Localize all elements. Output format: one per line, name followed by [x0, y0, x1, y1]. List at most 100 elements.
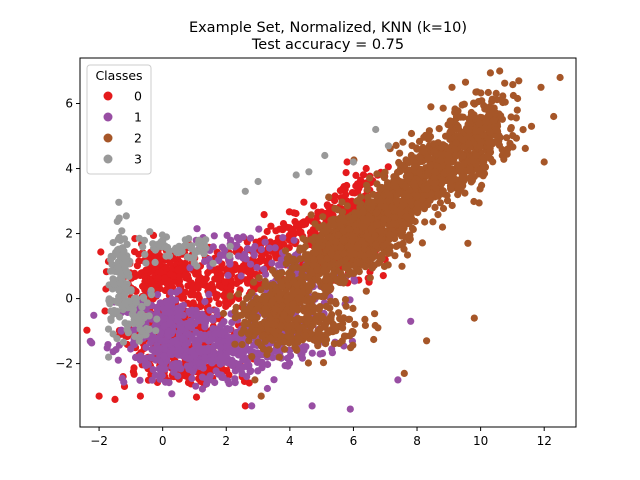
point-class-2: [275, 269, 283, 277]
point-class-3: [142, 259, 150, 267]
point-class-2: [392, 141, 400, 149]
point-class-0: [285, 208, 293, 216]
point-class-2: [413, 192, 421, 200]
point-class-3: [104, 325, 113, 333]
point-class-3: [139, 243, 147, 251]
point-class-2: [381, 168, 389, 176]
point-class-1: [261, 238, 269, 246]
point-class-2: [347, 344, 355, 352]
point-class-2: [380, 215, 388, 223]
point-class-2: [246, 303, 254, 311]
point-class-2: [416, 154, 424, 162]
point-class-0: [142, 266, 150, 274]
point-class-2: [339, 319, 347, 328]
point-class-1: [254, 367, 262, 375]
point-class-2: [499, 98, 507, 106]
point-class-2: [338, 337, 346, 345]
point-class-0: [215, 300, 223, 308]
point-class-2: [490, 116, 498, 124]
point-class-3: [140, 236, 149, 244]
point-class-2: [348, 232, 356, 240]
point-class-2: [285, 273, 293, 281]
point-class-1: [144, 360, 152, 369]
point-class-1: [263, 384, 271, 393]
point-class-2: [361, 321, 369, 329]
point-class-2: [489, 158, 497, 166]
point-class-1: [169, 338, 177, 346]
point-class-0: [310, 202, 318, 210]
point-class-1: [253, 349, 262, 357]
point-class-1: [114, 356, 122, 364]
point-class-3: [131, 332, 139, 341]
point-class-2: [407, 198, 415, 206]
point-class-2: [430, 174, 438, 182]
point-class-3: [372, 125, 380, 134]
point-class-0: [313, 213, 321, 221]
point-class-2: [395, 188, 403, 196]
x-tick-label: 2: [222, 434, 230, 448]
point-class-1: [253, 263, 261, 272]
point-class-2: [459, 113, 467, 121]
point-class-3: [163, 243, 172, 251]
x-axis: −2 0 2 4 6 8 10 12: [90, 427, 552, 448]
point-class-3: [116, 313, 124, 321]
point-class-2: [485, 138, 493, 146]
point-class-2: [491, 109, 499, 118]
point-class-0: [267, 222, 275, 230]
point-class-0: [130, 364, 138, 372]
point-class-2: [383, 182, 391, 190]
point-class-0: [348, 189, 356, 197]
point-class-2: [342, 302, 350, 310]
point-class-2: [431, 168, 439, 176]
point-class-1: [127, 345, 135, 353]
point-class-3: [135, 317, 143, 326]
point-class-2: [298, 270, 306, 278]
point-class-1: [308, 349, 316, 357]
point-class-2: [392, 172, 400, 180]
y-tick-label: 6: [65, 97, 73, 111]
x-tick-label: −2: [90, 434, 108, 448]
point-class-3: [132, 298, 140, 306]
point-class-3: [209, 259, 217, 267]
point-class-2: [294, 338, 302, 346]
legend-title: Classes: [95, 68, 142, 83]
point-class-1: [228, 357, 236, 365]
point-class-0: [202, 275, 210, 283]
point-class-3: [151, 246, 159, 254]
point-class-2: [287, 309, 295, 317]
point-class-3: [115, 286, 123, 294]
point-class-2: [465, 115, 473, 123]
point-class-1: [168, 295, 176, 303]
point-class-2: [473, 165, 482, 174]
point-class-2: [475, 120, 483, 128]
point-class-1: [328, 349, 336, 357]
point-class-2: [372, 209, 381, 217]
x-tick-label: 4: [286, 434, 294, 448]
point-class-2: [380, 174, 388, 182]
point-class-1: [201, 354, 209, 362]
point-class-2: [309, 302, 317, 310]
point-class-3: [384, 142, 392, 150]
point-class-1: [255, 225, 263, 233]
legend: Classes 0 1 2 3: [86, 64, 152, 175]
point-class-0: [157, 268, 165, 276]
point-class-1: [211, 378, 219, 387]
point-class-1: [188, 347, 196, 355]
point-class-0: [260, 211, 268, 219]
point-class-1: [147, 354, 155, 362]
point-class-0: [384, 163, 392, 171]
point-class-0: [323, 201, 331, 209]
point-class-2: [371, 232, 379, 240]
point-class-2: [305, 314, 313, 322]
point-class-1: [238, 370, 246, 378]
point-class-1: [224, 333, 232, 341]
point-class-2: [317, 334, 325, 342]
point-class-2: [436, 199, 444, 207]
point-class-2: [335, 309, 343, 317]
point-class-1: [212, 307, 220, 315]
point-class-2: [373, 180, 381, 188]
point-class-2: [446, 128, 454, 137]
point-class-2: [476, 185, 484, 193]
point-class-1: [198, 385, 206, 393]
